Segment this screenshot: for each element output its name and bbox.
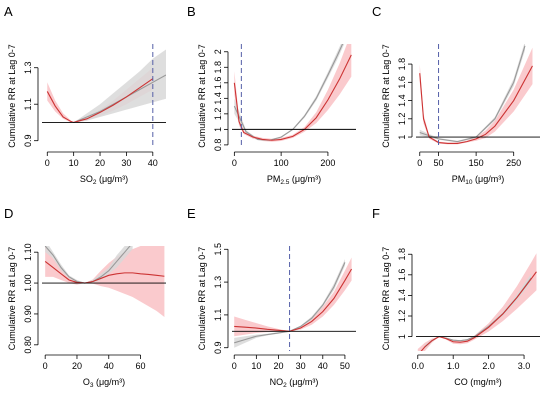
y-tick-label: 1.10 xyxy=(23,243,33,261)
y-tick-label: 1.8 xyxy=(397,58,407,71)
panel-letter: D xyxy=(4,206,13,221)
y-tick-label: 1.00 xyxy=(23,274,33,292)
x-tick-label: 20 xyxy=(72,361,82,371)
x-tick-label: 0 xyxy=(417,158,422,168)
y-axis-title: Cumulative RR at Lag 0-7 xyxy=(381,247,391,351)
red-series-line xyxy=(44,261,165,284)
y-tick-label: 1 xyxy=(397,135,407,140)
gray-confidence-band xyxy=(234,259,345,348)
y-tick-label: 1.1 xyxy=(213,309,223,322)
x-tick-label: 3.0 xyxy=(518,361,531,371)
x-tick-label: 30 xyxy=(121,158,131,168)
x-tick-label: 40 xyxy=(318,361,328,371)
red-confidence-band xyxy=(234,44,352,142)
plot-area xyxy=(419,44,533,145)
panel-letter: C xyxy=(372,4,381,19)
y-tick-label: 1.3 xyxy=(23,61,33,74)
y-axis-title: Cumulative RR at Lag 0-7 xyxy=(7,247,17,351)
x-axis-title: CO (mg/m³) xyxy=(454,377,502,387)
gray-confidence-band xyxy=(234,44,345,142)
y-tick-label: 0.8 xyxy=(213,139,223,152)
plot-area xyxy=(234,257,353,348)
y-tick-label: 1 xyxy=(213,127,223,132)
panel-a: 0 10 20 30 40 0.9 1.1 1.3 Cumulative RR at Lag 0… xyxy=(4,4,166,186)
x-tick-label: 30 xyxy=(296,361,306,371)
y-tick-label: 1.2 xyxy=(397,113,407,126)
x-tick-label: 40 xyxy=(104,361,114,371)
panel-c: 0 50 150 250 1 1.2 1.4 1.6 1.8 Cumulative RR at L… xyxy=(372,4,540,186)
y-tick-label: 0.9 xyxy=(23,134,33,147)
x-tick-label: 100 xyxy=(274,158,289,168)
panel-letter: E xyxy=(187,206,196,221)
x-axis-title: SO2 (μg/m³) xyxy=(80,174,128,186)
gray-confidence-band xyxy=(73,49,166,123)
red-confidence-band xyxy=(417,253,537,351)
x-axis-title: O3 (μg/m³) xyxy=(83,377,125,389)
x-tick-label: 2.0 xyxy=(482,361,495,371)
plot-area xyxy=(46,49,166,124)
y-tick-label: 1.6 xyxy=(397,76,407,89)
panel-letter: B xyxy=(187,4,196,19)
x-tick-label: 1.0 xyxy=(447,361,460,371)
y-tick-label: 1.2 xyxy=(397,310,407,323)
x-tick-label: 10 xyxy=(69,158,79,168)
x-tick-label: 0 xyxy=(45,158,50,168)
x-tick-label: 50 xyxy=(340,361,350,371)
red-series-line xyxy=(419,65,533,144)
y-tick-label: 1.1 xyxy=(23,98,33,111)
y-tick-label: 0.80 xyxy=(23,336,33,354)
red-series-line xyxy=(46,78,154,124)
x-tick-label: 10 xyxy=(251,361,261,371)
red-confidence-band xyxy=(234,257,352,337)
panel-d: 0 20 40 60 0.80 0.90 1.00 1.10 Cumulative RR at … xyxy=(4,206,166,389)
panel-b: 0 100 200 0.8 1 1.2 1.4 1.6 1.8 2 Cumulative RR at… xyxy=(187,4,356,186)
x-tick-label: 20 xyxy=(95,158,105,168)
red-series-line xyxy=(234,268,353,332)
x-tick-label: 60 xyxy=(136,361,146,371)
x-tick-label: 40 xyxy=(148,158,158,168)
x-tick-label: 0 xyxy=(232,361,237,371)
y-tick-label: 1.4 xyxy=(213,92,223,105)
plot-area xyxy=(417,253,537,351)
y-tick-label: 1.2 xyxy=(213,108,223,121)
y-tick-label: 1.5 xyxy=(213,243,223,256)
y-axis-title: Cumulative RR at Lag 0-7 xyxy=(7,44,17,148)
panel-letter: A xyxy=(4,4,13,19)
red-confidence-band xyxy=(45,246,165,318)
x-tick-label: 0 xyxy=(43,361,48,371)
panel-letter: F xyxy=(372,206,380,221)
y-tick-label: 1.3 xyxy=(213,276,223,289)
x-axis-title: NO2 (μg/m³) xyxy=(270,377,319,389)
panel-f: 0.0 1.0 2.0 3.0 1 1.2 1.4 1.6 1.8 Cumulative RR a… xyxy=(372,206,540,387)
x-tick-label: 200 xyxy=(320,158,335,168)
y-tick-label: 1.8 xyxy=(397,248,407,261)
x-tick-label: 0 xyxy=(232,158,237,168)
red-confidence-band xyxy=(419,47,533,145)
x-tick-label: 0.0 xyxy=(412,361,425,371)
y-tick-label: 0.90 xyxy=(23,305,33,323)
x-axis-title: PM10 (μg/m³) xyxy=(452,174,504,186)
red-series-line xyxy=(420,271,537,351)
y-axis-title: Cumulative RR at Lag 0-7 xyxy=(381,44,391,148)
y-axis-title: Cumulative RR at Lag 0-7 xyxy=(197,44,207,148)
x-tick-label: 50 xyxy=(434,158,444,168)
y-tick-label: 1.6 xyxy=(213,77,223,90)
x-axis-title: PM2.5 (μg/m³) xyxy=(267,174,321,186)
y-tick-label: 1.4 xyxy=(397,289,407,302)
x-tick-label: 150 xyxy=(469,158,484,168)
y-tick-label: 1.4 xyxy=(397,94,407,107)
plot-area xyxy=(44,246,165,318)
y-tick-label: 1.8 xyxy=(213,61,223,74)
red-series-line xyxy=(233,54,352,141)
x-tick-label: 20 xyxy=(273,361,283,371)
plot-area xyxy=(233,44,352,142)
y-tick-label: 1 xyxy=(397,334,407,339)
y-axis-title: Cumulative RR at Lag 0-7 xyxy=(197,247,207,351)
panel-e: 0 10 20 30 40 50 0.9 1.1 1.3 1.5 Cumulative RR at … xyxy=(187,206,356,389)
y-tick-label: 2 xyxy=(213,49,223,54)
x-tick-label: 250 xyxy=(506,158,521,168)
y-tick-label: 0.9 xyxy=(213,341,223,354)
y-tick-label: 1.6 xyxy=(397,269,407,282)
